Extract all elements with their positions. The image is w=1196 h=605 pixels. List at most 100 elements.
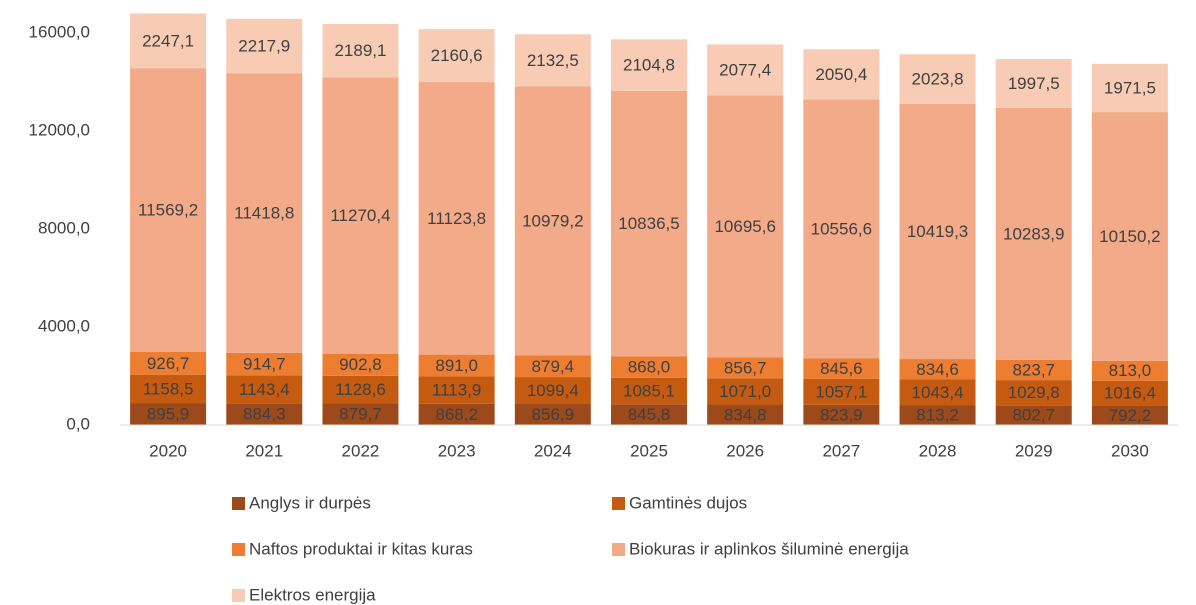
bar-segment [803, 404, 880, 425]
data-label: 2104,8 [623, 56, 675, 75]
data-label: 813,2 [916, 406, 959, 425]
x-tick-label: 2024 [534, 441, 572, 460]
data-label: 10150,2 [1099, 227, 1160, 246]
data-label: 10283,9 [1003, 224, 1064, 243]
x-tick-label: 2028 [919, 441, 957, 460]
bar-segment [130, 374, 207, 404]
bar-segment [899, 54, 976, 104]
bar-segment [130, 13, 207, 69]
bar-segment [707, 378, 784, 405]
bar-segment [707, 44, 784, 96]
data-label: 879,4 [532, 357, 575, 376]
bar-segment [514, 377, 591, 405]
y-tick-label: 16000,0 [29, 22, 90, 41]
data-label: 10979,2 [522, 212, 583, 231]
x-tick-label: 2030 [1111, 441, 1149, 460]
x-tick-label: 2027 [822, 441, 860, 460]
bar-segment [514, 404, 591, 425]
x-tick-label: 2026 [726, 441, 764, 460]
bar-segment [226, 375, 303, 404]
y-tick-label: 12000,0 [29, 120, 90, 139]
y-tick-label: 0,0 [66, 414, 90, 433]
legend-swatch [232, 497, 245, 510]
data-label: 1113,9 [432, 381, 481, 400]
data-label: 845,8 [628, 405, 671, 424]
bar-segment [803, 358, 880, 379]
bar-segment [611, 90, 687, 357]
bar-segment [899, 379, 976, 406]
bar-segment [899, 359, 976, 380]
bar-segment [130, 68, 207, 352]
data-label: 1099,4 [527, 381, 579, 400]
data-label: 2023,8 [912, 69, 964, 88]
data-label: 884,3 [243, 405, 286, 424]
bar-segment [514, 86, 591, 356]
data-label: 856,7 [724, 358, 767, 377]
data-label: 2247,1 [142, 31, 194, 50]
data-label: 834,8 [724, 405, 767, 424]
bar-segment [899, 405, 976, 425]
data-label: 2077,4 [719, 60, 771, 79]
bar-segment [322, 403, 399, 425]
data-label: 10836,5 [618, 214, 679, 233]
legend-swatch [612, 497, 625, 510]
data-label: 845,6 [820, 359, 863, 378]
bar-segment [418, 29, 495, 83]
y-tick-label: 4000,0 [38, 316, 90, 335]
bar-segment [1091, 112, 1168, 361]
data-label: 10556,6 [811, 219, 872, 238]
legend-swatch [612, 543, 625, 556]
data-label: 1143,4 [239, 380, 290, 399]
bar-segment [226, 73, 303, 353]
data-label: 2050,4 [815, 65, 867, 84]
x-tick-label: 2022 [342, 441, 380, 460]
bar-segment [707, 404, 784, 425]
bar-segment [322, 77, 399, 354]
bar-segment [611, 377, 687, 405]
data-label: 823,7 [1012, 360, 1055, 379]
bar-segment [899, 103, 976, 360]
bar-segment [418, 376, 495, 404]
data-label: 2189,1 [334, 41, 386, 60]
bar-segment [514, 34, 591, 87]
bar-segment [514, 355, 591, 378]
data-label: 1071,0 [719, 382, 771, 401]
data-label: 902,8 [339, 355, 382, 374]
bar-segment [995, 380, 1072, 406]
data-label: 1997,5 [1008, 74, 1060, 93]
bar-segment [226, 18, 303, 74]
bar-segment [1091, 63, 1168, 113]
x-tick-label: 2020 [149, 441, 187, 460]
bar-segment [611, 356, 687, 378]
bar-segment [1091, 360, 1168, 381]
data-label: 868,2 [435, 405, 478, 424]
bar-segment [226, 352, 303, 376]
data-label: 1128,6 [335, 380, 386, 399]
bar-segment [995, 107, 1072, 360]
data-label: 1029,8 [1008, 383, 1060, 402]
bar-segment [611, 39, 687, 91]
data-label: 1971,5 [1104, 78, 1156, 97]
data-label: 856,9 [532, 405, 575, 424]
data-label: 802,7 [1012, 406, 1055, 425]
data-label: 792,2 [1109, 406, 1152, 425]
data-label: 2160,6 [431, 46, 483, 65]
data-label: 10419,3 [907, 222, 968, 241]
bar-segment [226, 403, 303, 425]
data-label: 879,7 [339, 405, 382, 424]
data-label: 1057,1 [815, 382, 867, 401]
data-label: 895,9 [147, 405, 190, 424]
legend-label: Gamtinės dujos [629, 493, 747, 512]
legend-label: Naftos produktai ir kitas kuras [249, 539, 473, 558]
x-tick-label: 2021 [245, 441, 283, 460]
data-label: 10695,6 [714, 217, 775, 236]
legend-label: Elektros energija [249, 585, 376, 604]
legend-label: Biokuras ir aplinkos šiluminė energija [629, 539, 909, 558]
data-label: 891,0 [435, 356, 478, 375]
bar-segment [130, 351, 207, 375]
bar-segment [803, 99, 880, 359]
data-label: 813,0 [1109, 361, 1152, 380]
data-label: 2217,9 [238, 36, 290, 55]
data-label: 868,0 [628, 358, 671, 377]
